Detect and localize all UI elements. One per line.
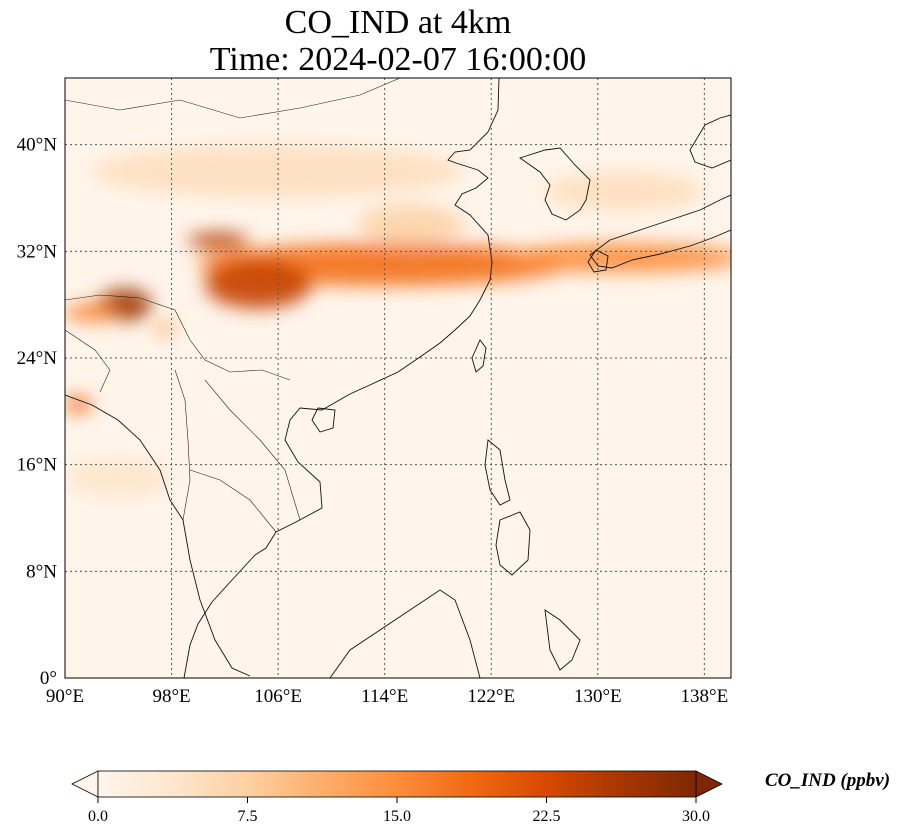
border-mongolia <box>65 78 401 119</box>
border-laos-vietnam <box>204 379 301 521</box>
korea-peninsula <box>518 147 591 221</box>
lon-tick-label: 130°E <box>574 686 622 707</box>
lon-tick-label: 98°E <box>152 686 190 707</box>
colorbar-tick-label: 30.0 <box>682 808 710 825</box>
luzon <box>484 439 511 506</box>
lat-tick-label: 24°N <box>17 348 58 369</box>
border-china-southwest <box>65 294 291 381</box>
lon-tick-label: 106°E <box>254 686 302 707</box>
colorbar-tick-label: 22.5 <box>533 808 561 825</box>
japan-kyushu <box>587 249 609 273</box>
border-india <box>65 329 111 393</box>
colorbar-extend-high <box>695 770 723 798</box>
lon-tick-label: 90°E <box>46 686 84 707</box>
lat-tick-label: 32°N <box>17 241 58 262</box>
country-border-layer <box>65 78 401 533</box>
border-thailand-cambodia <box>189 469 277 533</box>
colorbar-bar <box>97 770 697 798</box>
map-time-subtitle: Time: 2024-02-07 16:00:00 <box>209 41 587 78</box>
colorbar-label: CO_IND (ppbv) <box>764 770 891 791</box>
colorbar-extend-low <box>71 770 99 798</box>
plume-yellow-sea <box>358 204 465 245</box>
plume-sichuan-north <box>187 232 249 249</box>
lat-tick-label: 0° <box>40 668 57 689</box>
plume-pacific-band <box>504 243 731 273</box>
lon-tick-label: 138°E <box>681 686 729 707</box>
borneo-north <box>329 589 481 678</box>
plume-central-china <box>204 260 312 309</box>
plume-nepal <box>154 322 176 336</box>
map-frame <box>64 77 732 679</box>
hainan <box>311 407 336 433</box>
border-myanmar-thailand <box>174 369 191 521</box>
map-title: CO_IND at 4km <box>284 4 512 41</box>
myanmar-coast <box>65 394 184 521</box>
plume-bay-of-bengal <box>65 458 172 498</box>
china-coastline <box>254 78 500 556</box>
lat-tick-label: 8°N <box>26 561 57 582</box>
plume-korea-japan <box>544 171 705 212</box>
japan-hokkaido <box>689 114 731 169</box>
lat-tick-label: 16°N <box>17 455 58 476</box>
lon-tick-label: 114°E <box>361 686 408 707</box>
axis-tick-labels: 90°E 98°E 106°E 114°E 122°E 130°E 138°E 0° 8°N 16… <box>17 135 729 707</box>
co-plume-layer <box>65 144 731 498</box>
gridline-layer <box>65 78 731 678</box>
plume-assam <box>65 303 119 322</box>
philippines-south <box>495 511 531 576</box>
colorbar: 0.0 7.5 15.0 22.5 30.0 <box>71 770 723 825</box>
colorbar-tick-label: 0.0 <box>88 808 108 825</box>
colorbar-tick-label: 7.5 <box>238 808 258 825</box>
malay-peninsula <box>182 519 251 677</box>
colorbar-tick-label: 15.0 <box>383 808 411 825</box>
japan-honshu <box>589 194 731 269</box>
sulawesi <box>544 609 581 671</box>
taiwan <box>471 339 487 373</box>
lat-tick-label: 40°N <box>17 135 58 156</box>
coastline-layer <box>65 78 731 678</box>
lon-tick-label: 122°E <box>467 686 515 707</box>
plume-bangladesh <box>65 396 92 413</box>
plume-north-china-haze <box>91 144 465 198</box>
